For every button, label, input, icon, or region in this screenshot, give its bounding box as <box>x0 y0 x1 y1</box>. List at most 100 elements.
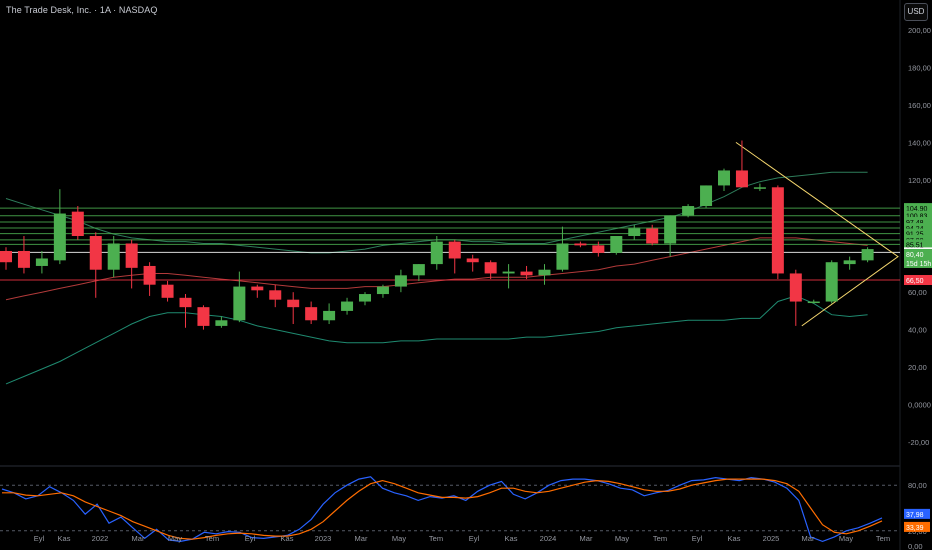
candle-body <box>825 262 838 302</box>
candle-body <box>89 236 102 270</box>
price-axis-tick: -20,00 <box>908 438 929 447</box>
level-axis-label-bg <box>904 210 932 221</box>
candle-body <box>251 286 264 291</box>
candle-body <box>269 290 282 300</box>
candle-body <box>556 243 569 270</box>
price-axis-tick: 20,00 <box>908 363 927 372</box>
candle-body <box>323 310 336 321</box>
level-axis-label: 104,90 <box>906 206 928 213</box>
candle-body <box>538 269 551 276</box>
time-axis-tick: Kas <box>281 534 294 543</box>
oscillator-axis-tick: 80,00 <box>908 481 927 490</box>
candle-body <box>359 294 371 302</box>
time-axis-tick: Mar <box>802 534 815 543</box>
level-axis-label: 66,50 <box>906 278 924 285</box>
candle-body <box>861 249 874 261</box>
candle-body <box>484 262 497 274</box>
candle-body <box>592 245 605 253</box>
price-axis-tick: 120,00 <box>908 176 931 185</box>
time-axis-tick: May <box>392 534 406 543</box>
candle-body <box>735 170 748 188</box>
time-axis-tick: Mar <box>580 534 593 543</box>
candle-body <box>215 320 228 326</box>
price-axis-tick: 140,00 <box>908 138 931 147</box>
symbol-title[interactable]: The Trade Desk, Inc. · 1A · NASDAQ <box>6 5 158 15</box>
level-axis-label-bg <box>904 228 932 239</box>
time-axis-tick: Eyl <box>469 534 480 543</box>
time-axis-tick: 2022 <box>92 534 109 543</box>
time-axis-tick: Tem <box>876 534 890 543</box>
candle-body <box>502 271 515 274</box>
time-axis-tick: May <box>839 534 853 543</box>
price-axis-tick: 0,0000 <box>908 401 931 410</box>
time-axis-tick: Tem <box>429 534 443 543</box>
time-axis-tick: Eyl <box>34 534 45 543</box>
time-axis-tick: May <box>615 534 629 543</box>
time-axis-tick: 2024 <box>540 534 557 543</box>
candle-body <box>161 284 174 298</box>
candle-body <box>143 265 156 285</box>
time-axis-tick: May <box>168 534 182 543</box>
price-axis-tick: 200,00 <box>908 26 931 35</box>
candle-body <box>718 170 730 186</box>
candle-body <box>125 243 138 268</box>
candle-body <box>0 250 12 263</box>
oscillator-axis-tick: 0,00 <box>908 542 923 550</box>
current-price-label: 80,40 <box>906 252 924 259</box>
candle-body <box>71 211 84 236</box>
level-axis-label-bg <box>904 203 932 214</box>
candle-body <box>53 213 66 261</box>
candle-body <box>233 286 246 321</box>
candle-body <box>807 301 820 304</box>
level-axis-label-bg <box>904 223 932 234</box>
candle-body <box>628 228 641 236</box>
time-axis-tick: Kas <box>505 534 518 543</box>
level-axis-label-bg <box>904 239 932 250</box>
price-axis-tick: 60,00 <box>908 288 927 297</box>
candle-body <box>305 307 318 321</box>
candle-body <box>107 243 120 270</box>
candle-body <box>789 273 802 302</box>
oscillator-value-bg <box>904 521 930 532</box>
time-axis-tick: Kas <box>58 534 71 543</box>
candle-body <box>520 271 533 276</box>
candle-body <box>341 301 354 311</box>
triangle-drawing <box>735 141 899 327</box>
candle-body <box>610 236 623 253</box>
candle-body <box>179 297 192 308</box>
price-axis-tick: 40,00 <box>908 326 927 335</box>
candle-body <box>287 299 300 308</box>
time-axis-tick: Tem <box>205 534 219 543</box>
oscillator-value-label: 33,39 <box>906 525 924 532</box>
candle-body <box>430 241 443 265</box>
candle-body <box>646 228 659 244</box>
lower-band-line <box>5 295 868 385</box>
oscillator-value-bg <box>904 508 930 519</box>
candle-body <box>466 258 479 263</box>
candle-body <box>682 206 695 216</box>
time-axis-tick: 2023 <box>315 534 332 543</box>
candle-body <box>448 241 461 259</box>
candle-body <box>700 185 713 207</box>
oscillator-d-line <box>2 478 883 540</box>
time-axis-tick: 2025 <box>763 534 780 543</box>
level-axis-label: 85,51 <box>906 242 924 249</box>
candle-body <box>412 264 425 276</box>
oscillator-value-label: 37,98 <box>906 512 924 519</box>
time-axis-tick: Kas <box>728 534 741 543</box>
oscillator-k-line <box>1 476 883 543</box>
candle-body <box>753 187 766 189</box>
candle-body <box>394 275 407 287</box>
time-axis-tick: Eyl <box>245 534 256 543</box>
candle-body <box>376 286 389 295</box>
candle-body <box>197 307 210 326</box>
time-axis-tick: Mar <box>355 534 368 543</box>
level-axis-label-bg <box>904 216 932 227</box>
price-axis-tick: 180,00 <box>908 63 931 72</box>
candle-body <box>574 243 587 246</box>
currency-button[interactable]: USD <box>904 3 928 21</box>
time-axis-tick: Mar <box>132 534 145 543</box>
candle-body <box>35 258 48 266</box>
